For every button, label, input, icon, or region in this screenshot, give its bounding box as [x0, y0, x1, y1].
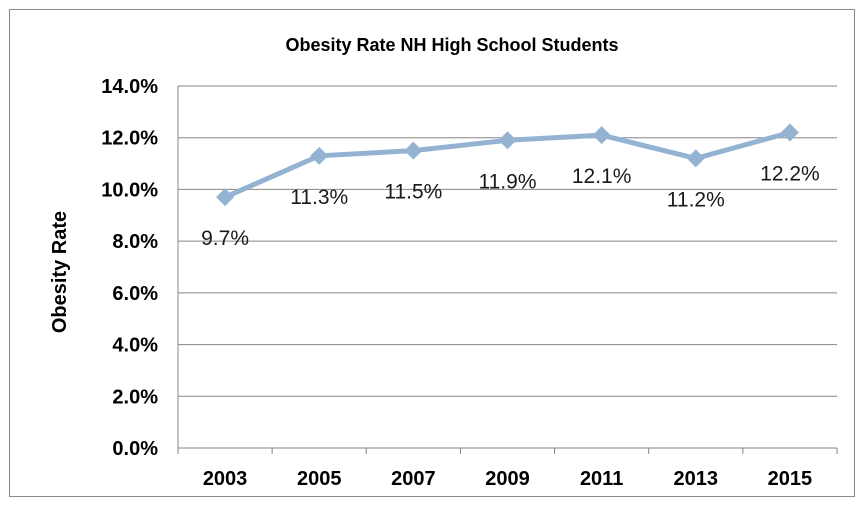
x-tick-label: 2007 [391, 468, 436, 490]
data-point [498, 131, 517, 150]
data-markers [216, 123, 799, 207]
data-label: 11.2% [667, 188, 725, 211]
data-point [310, 146, 329, 165]
y-tick-label: 0.0% [112, 438, 158, 460]
data-label: 11.9% [479, 170, 537, 193]
data-label: 12.1% [572, 165, 632, 188]
data-point [780, 123, 799, 142]
y-tick-label: 14.0% [101, 76, 158, 98]
chart-frame [9, 9, 855, 497]
y-tick-label: 2.0% [112, 386, 158, 408]
data-label: 11.3% [290, 186, 348, 209]
data-point [592, 126, 611, 145]
data-labels: 9.7% 11.3% 11.5% 11.9% 12.1% 11.2% 12.2% [201, 163, 820, 251]
x-tick-label: 2011 [580, 468, 623, 490]
data-label: 9.7% [201, 227, 249, 250]
x-tick-labels: 2003 2005 2007 2009 2011 2013 2015 [203, 468, 812, 490]
x-tick-label: 2003 [203, 468, 248, 490]
axes [177, 86, 838, 454]
x-tick-label: 2015 [768, 468, 813, 490]
y-tick-label: 4.0% [112, 335, 158, 357]
y-axis-title: Obesity Rate [49, 211, 71, 333]
data-label: 12.2% [760, 163, 820, 186]
data-point [686, 149, 705, 168]
y-tick-label: 6.0% [112, 283, 158, 305]
y-tick-label: 10.0% [101, 179, 158, 201]
y-tick-labels: 0.0% 2.0% 4.0% 6.0% 8.0% 10.0% 12.0% 14.0% [101, 76, 158, 460]
x-tick-label: 2005 [297, 468, 342, 490]
y-tick-label: 8.0% [112, 231, 158, 253]
x-tick-label: 2009 [485, 468, 530, 490]
x-tick-label: 2013 [674, 468, 719, 490]
data-point [216, 188, 235, 207]
data-point [404, 141, 423, 160]
y-tick-label: 12.0% [101, 128, 158, 150]
data-label: 11.5% [384, 181, 442, 204]
chart-title: Obesity Rate NH High School Students [285, 35, 618, 55]
